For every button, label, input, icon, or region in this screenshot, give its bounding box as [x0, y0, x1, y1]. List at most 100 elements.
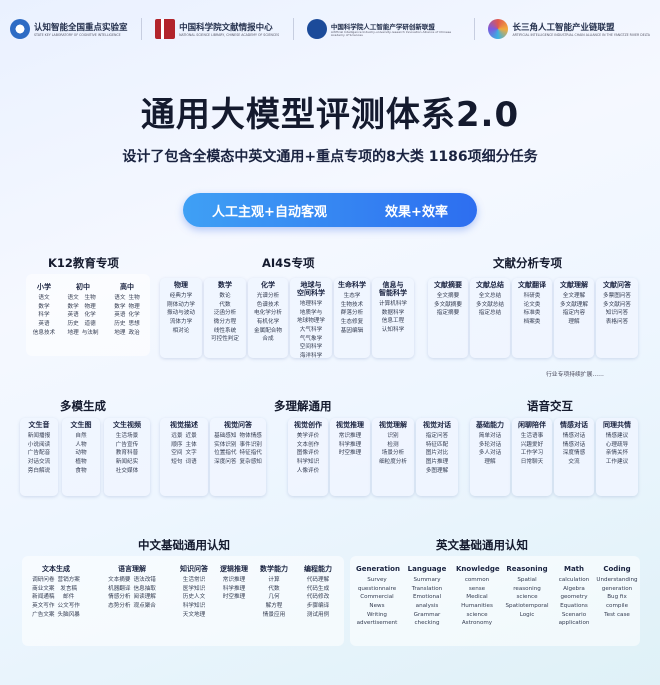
task-item: 人物 [75, 441, 87, 448]
item-column: 生活语事 兴趣爱好 工作学习 日常聊天 [521, 432, 543, 467]
category-title: 初中 [76, 283, 90, 291]
section-multiund: 多理解通用 [274, 399, 332, 413]
item-columns: 生活常识 医学知识 历史人文 科学知识 天文地理 [178, 576, 210, 619]
category-title: 视觉理解 [379, 421, 407, 429]
item-column: 语文 数学 科学 英语 信息技术 [33, 294, 55, 337]
item-column: 营销方案 发言稿 邮件 公文写作 头脑风暴 [58, 576, 80, 619]
task-item: 情感建议 [605, 433, 629, 440]
task-item: Logic [519, 611, 535, 618]
task-item: Scenario [561, 611, 587, 618]
task-item: 科学推理 [338, 441, 362, 448]
task-item: 特征匹配 [425, 441, 449, 448]
task-item: 天文地理 [182, 611, 206, 618]
category-title: Reasoning [506, 565, 548, 573]
task-item: Medical [466, 594, 488, 601]
task-item: 群落分析 [340, 310, 364, 317]
category-title: 化学 [261, 281, 275, 289]
org-name: 中国科学院人工智能产学研创新联盟 [330, 22, 435, 31]
task-item: 阅读理解 [133, 594, 156, 601]
task-item: 细粒度分析 [379, 459, 407, 466]
item-column: 物体情感 事件识别 特征指代 复杂感知 [240, 432, 262, 467]
task-item: 地理科学 [299, 301, 323, 308]
task-item: 英语 [67, 312, 79, 319]
zh-category: 语言理解 文本摘要 机器翻译 情感分析 态势分析 语法改错 信息抽取 阅读理解 观点聚合 [92, 562, 172, 642]
task-item: 广告配音 [27, 450, 51, 457]
task-item: 多文献总结 [476, 301, 504, 308]
task-item: 大气科学 [299, 327, 323, 334]
task-item: 生态学 [343, 293, 361, 300]
category-title: Math [563, 565, 585, 573]
category-title: 同理共情 [603, 421, 631, 429]
task-item: 刚体动力学 [167, 301, 195, 308]
item-columns: 远景 顺序 空间 短句 近景 主体 文字 词语 [162, 432, 206, 467]
task-item: 常识推理 [222, 577, 246, 584]
task-item: checking [414, 620, 440, 627]
category-title: 视觉对话 [423, 421, 451, 429]
task-item: 生活语事 [520, 433, 544, 440]
doc-category: 文献理解 全文理解 多文献理解 指定内容 理解 [554, 278, 594, 358]
task-item: 光谱分析 [256, 293, 280, 300]
org-name: 长三角人工智能产业链联盟 [512, 23, 615, 33]
task-item: Summary [413, 577, 441, 584]
item-column: common sense Medical Humanities science Astr… [456, 576, 498, 628]
task-item: 文本摘要 [108, 577, 131, 584]
task-item: 食物 [75, 467, 87, 474]
k12-category: 高中 语文 数学 英语 历史 地理 生物 物理 化学 思想 政治 [106, 280, 148, 352]
task-item: 情感分析 [108, 594, 131, 601]
ai4s-category: 数学 数论 代数 泛函分析 微分方程 线性系统 可控性判定 [204, 278, 246, 358]
task-item: Algebra [563, 585, 585, 592]
task-item: 数论 [219, 293, 231, 300]
task-item: 档案类 [523, 319, 541, 326]
section-speech: 语音交互 [527, 399, 573, 413]
task-item: 多人对话 [478, 450, 502, 457]
zh-category: 文本生成 调研问卷 商业文案 新闻通稿 英文写作 广告文案 营销方案 发言稿 邮件 公文写作 头脑风… [26, 562, 86, 642]
category-title: 生命科学 [338, 281, 366, 289]
item-columns: 指定问答 特征匹配 图片对比 图片推理 多图理解 [418, 432, 456, 475]
item-columns: 科研类 论文类 标准类 档案类 [514, 292, 550, 327]
task-item: science [466, 611, 488, 618]
item-column: 生活场景 广告宣传 教育科普 新闻纪实 社交媒体 [116, 432, 138, 475]
item-columns: 经典力学 刚体动力学 振动与波动 流体力学 相对论 [162, 292, 200, 335]
task-item: generation [601, 585, 633, 592]
category-title: 信息与 智能科学 [379, 281, 407, 298]
task-item: 科学知识 [296, 459, 320, 466]
item-column: 计算机科学 数据科学 信息工程 认知科学 [379, 300, 407, 335]
task-item: 解方程 [265, 603, 283, 610]
task-item: 检测 [387, 441, 399, 448]
task-item: 代数 [219, 301, 231, 308]
en-category: Coding Understanding generation Bug fix comp… [596, 562, 638, 642]
task-item: 常识推理 [338, 433, 362, 440]
task-item: 新闻纪实 [115, 459, 139, 466]
category-title: 文献翻译 [518, 281, 546, 289]
task-item: 旁白解说 [27, 467, 51, 474]
task-item: 地质学与 [299, 309, 323, 316]
task-item: 小说阅读 [27, 441, 51, 448]
item-column: 全文理解 多文献理解 指定内容 理解 [560, 292, 588, 327]
task-item: 数学 [67, 303, 79, 310]
task-item: 理解 [568, 319, 580, 326]
multigen-category: 文生音 新闻播报 小说阅读 广告配音 对话交流 旁白解说 [20, 418, 58, 496]
task-item: 多文献理解 [560, 301, 588, 308]
task-item: 科学 [38, 312, 50, 319]
item-column: 常识推理 科学推理 时空推理 [223, 576, 245, 602]
task-item: compile [605, 603, 629, 610]
task-item: 全文摘要 [436, 293, 460, 300]
task-item: 海洋科学 [299, 353, 323, 360]
header-logos: 认知智能全国重点实验室 STATE KEY LABORATORY OF COGNI… [0, 0, 660, 58]
section-k12: K12教育专项 [48, 256, 119, 270]
task-item: 头脑风暴 [57, 611, 80, 618]
task-item: 教育科普 [115, 450, 139, 457]
task-item: 电化学分析 [254, 310, 282, 317]
category-title: Coding [603, 565, 631, 573]
multigen-category: 文生视频 生活场景 广告宣传 教育科普 新闻纪实 社交媒体 [104, 418, 150, 496]
item-columns: 全文理解 多文献理解 指定内容 理解 [556, 292, 592, 327]
task-item: 动物 [75, 450, 87, 457]
zh-category: 数学能力 计算 代数 几何 解方程 情景应用 [256, 562, 292, 642]
item-column: 常识推理 科学推理 时空推理 [339, 432, 361, 458]
task-item: 空间 [171, 450, 183, 457]
item-columns: 计算机科学 数据科学 信息工程 认知科学 [374, 300, 412, 335]
ai4s-category: 生命科学生态学 生物技术 群落分析 生态修复 基因编辑 [334, 278, 370, 358]
item-column: 生态学 生物技术 群落分析 生态修复 基因编辑 [341, 292, 363, 335]
task-item: 代数 [268, 585, 280, 592]
k12-category: 初中 语文 数学 英语 历史 地理 生物 物理 化学 道德 与法制 [62, 280, 104, 352]
